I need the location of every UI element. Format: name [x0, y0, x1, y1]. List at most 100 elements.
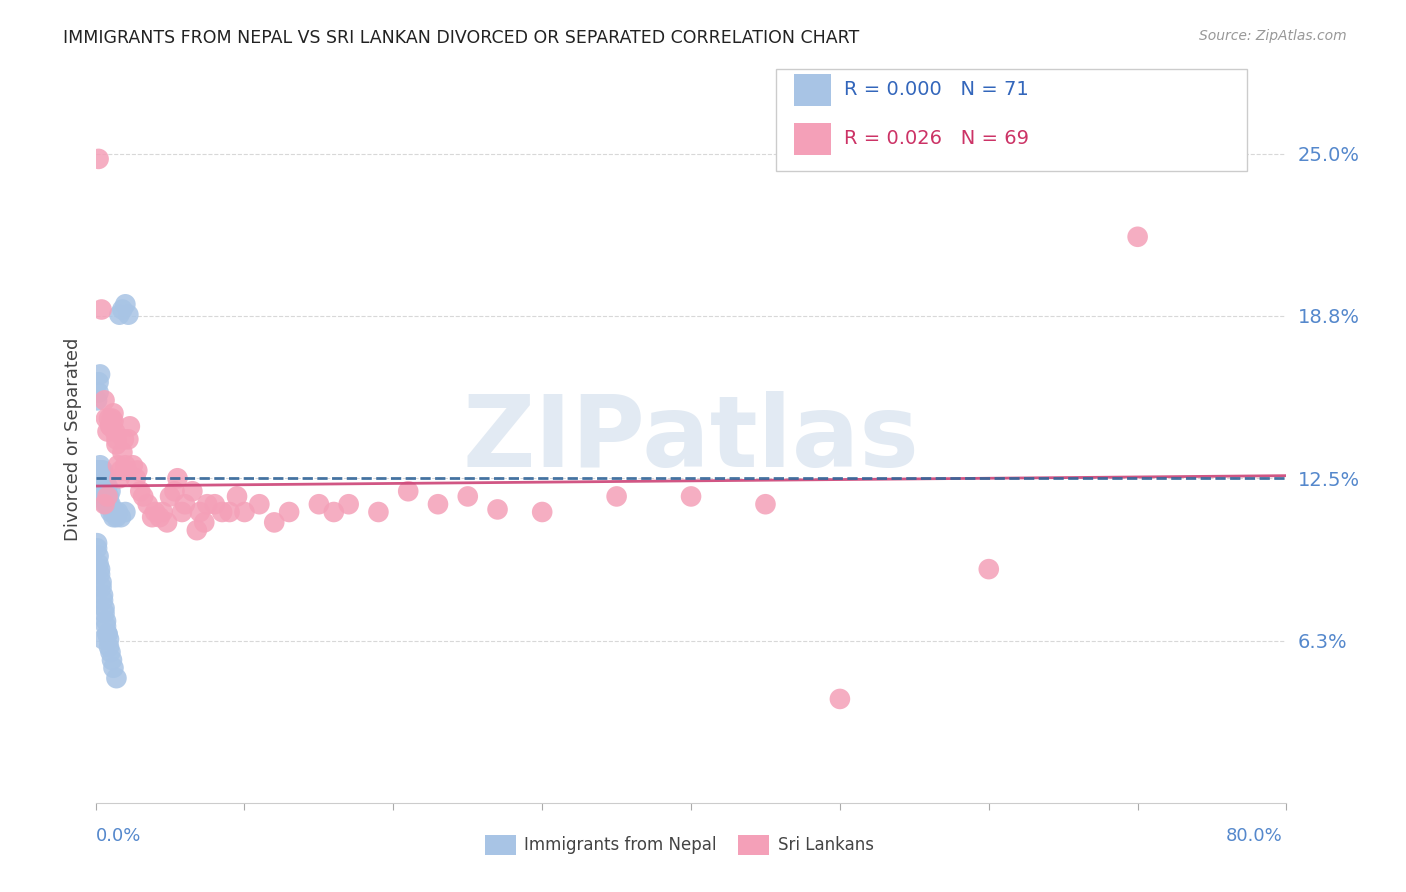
Point — [114, 505, 136, 519]
Point — [96, 490, 118, 504]
Point — [110, 510, 132, 524]
Point — [87, 549, 110, 563]
Point — [91, 490, 114, 504]
Point — [181, 484, 204, 499]
Point — [86, 541, 108, 556]
Point — [322, 505, 344, 519]
Point — [195, 497, 218, 511]
Point — [96, 490, 118, 504]
Point — [100, 484, 122, 499]
Text: Immigrants from Nepal: Immigrants from Nepal — [524, 836, 717, 854]
Point — [89, 368, 111, 382]
Point — [87, 479, 110, 493]
Point — [127, 463, 149, 477]
Point — [606, 490, 628, 504]
Point — [87, 557, 110, 571]
Point — [111, 302, 134, 317]
Point — [100, 419, 122, 434]
Point — [103, 510, 125, 524]
Point — [91, 593, 114, 607]
Point — [141, 510, 163, 524]
Point — [111, 445, 134, 459]
Point — [98, 632, 121, 647]
Point — [90, 575, 112, 590]
Point — [104, 505, 127, 519]
Text: 80.0%: 80.0% — [1226, 827, 1282, 845]
Point — [96, 425, 118, 439]
Point — [754, 497, 776, 511]
Point — [96, 479, 118, 493]
Point — [108, 308, 131, 322]
Point — [396, 484, 419, 499]
Text: ZIPatlas: ZIPatlas — [463, 391, 920, 488]
Point — [89, 471, 111, 485]
Point — [96, 627, 118, 641]
Point — [91, 632, 114, 647]
Point — [93, 601, 115, 615]
Point — [114, 458, 136, 473]
Point — [263, 516, 285, 530]
Point — [170, 505, 193, 519]
Point — [136, 497, 159, 511]
Point — [121, 458, 143, 473]
Point — [115, 463, 138, 477]
Text: Sri Lankans: Sri Lankans — [778, 836, 873, 854]
Point — [104, 425, 127, 439]
Point — [94, 411, 117, 425]
Point — [977, 562, 1000, 576]
Point — [218, 505, 240, 519]
Point — [93, 393, 115, 408]
Point — [163, 484, 186, 499]
Point — [90, 479, 112, 493]
Text: IMMIGRANTS FROM NEPAL VS SRI LANKAN DIVORCED OR SEPARATED CORRELATION CHART: IMMIGRANTS FROM NEPAL VS SRI LANKAN DIVO… — [63, 29, 859, 46]
Point — [90, 302, 112, 317]
Point — [103, 661, 125, 675]
Point — [90, 580, 112, 594]
Point — [105, 437, 128, 451]
Point — [90, 471, 112, 485]
Point — [107, 505, 129, 519]
Point — [117, 432, 139, 446]
Point — [100, 645, 122, 659]
Point — [87, 152, 110, 166]
Point — [186, 523, 208, 537]
Point — [93, 490, 115, 504]
Y-axis label: Divorced or Separated: Divorced or Separated — [63, 338, 82, 541]
Point — [828, 692, 851, 706]
Point — [87, 385, 110, 400]
Point — [105, 432, 128, 446]
Point — [129, 484, 152, 499]
Point — [247, 497, 270, 511]
Point — [89, 458, 111, 473]
Point — [166, 471, 188, 485]
Text: 0.0%: 0.0% — [96, 827, 141, 845]
Point — [94, 614, 117, 628]
Point — [112, 432, 135, 446]
Point — [107, 458, 129, 473]
Point — [100, 497, 122, 511]
Point — [174, 497, 197, 511]
Point — [427, 497, 450, 511]
Point — [118, 419, 141, 434]
Point — [1126, 229, 1149, 244]
Point — [367, 505, 389, 519]
Point — [204, 497, 226, 511]
Point — [96, 627, 118, 641]
Point — [86, 536, 108, 550]
Text: Source: ZipAtlas.com: Source: ZipAtlas.com — [1199, 29, 1347, 43]
Point — [89, 479, 111, 493]
Point — [93, 607, 115, 621]
Point — [86, 393, 108, 408]
Point — [278, 505, 301, 519]
Point — [98, 640, 121, 654]
Point — [93, 497, 115, 511]
Point — [159, 490, 181, 504]
Point — [91, 463, 114, 477]
Point — [87, 463, 110, 477]
Point — [308, 497, 330, 511]
Point — [98, 497, 121, 511]
Point — [103, 406, 125, 420]
Point — [188, 505, 211, 519]
Point — [91, 484, 114, 499]
Point — [110, 463, 132, 477]
